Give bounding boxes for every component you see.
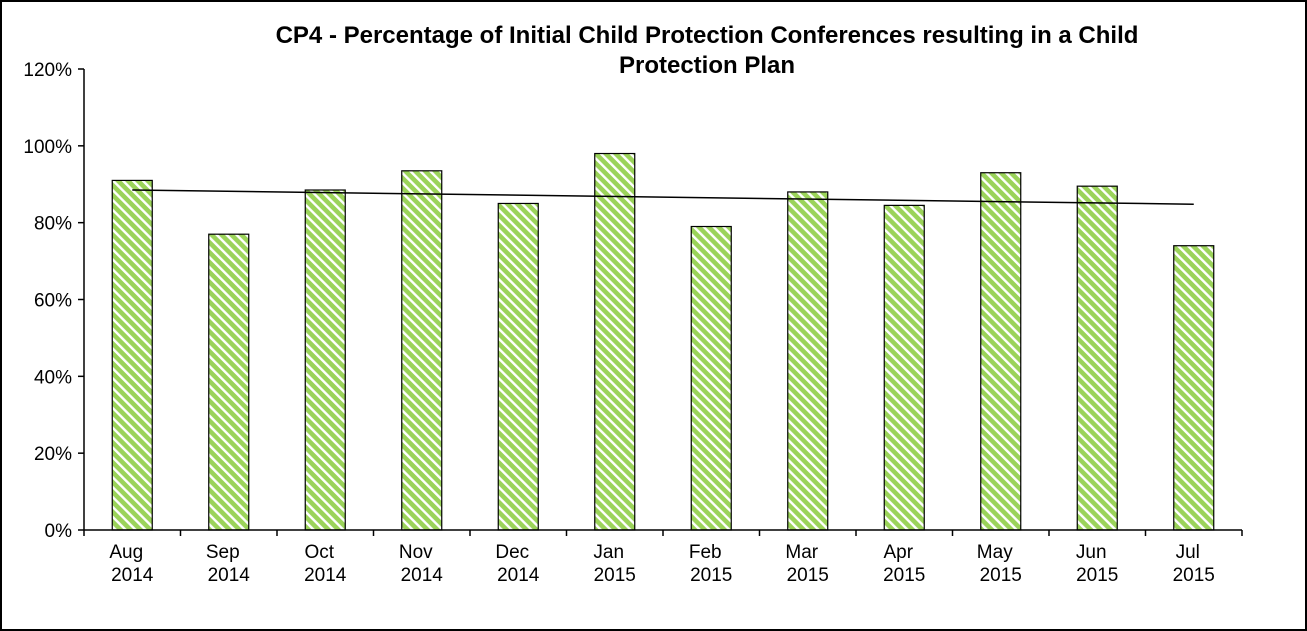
chart-title-line-1: CP4 - Percentage of Initial Child Protec… [276,22,1139,49]
x-tick-label: Aug 2014 [109,542,153,586]
bar [1076,185,1118,531]
x-tick-label-month: Mar [785,542,818,563]
x-tick-label: Nov 2014 [399,542,443,586]
x-tick-label-month: Aug [109,542,143,563]
x-tick-label-year: 2015 [787,565,829,586]
x-tick-label-year: 2015 [980,565,1022,586]
bar [690,225,732,531]
x-tick-label-year: 2014 [304,565,347,586]
bar [883,204,925,531]
trendline-line [132,189,1194,205]
bar [304,189,346,531]
bar [594,152,636,531]
x-tick-label-year: 2015 [594,565,636,586]
y-tick-label: 120% [23,60,72,81]
x-tick-label: Feb 2015 [689,542,733,586]
x-tick-label-year: 2015 [690,565,732,586]
x-tick-label: Jan 2015 [593,542,635,586]
bar [1173,245,1215,531]
x-tick-label-month: Jan [593,542,624,563]
bar [497,202,539,531]
x-tick-label: Oct 2014 [304,542,347,586]
x-tick-label-month: Sep [206,542,240,563]
trendline [132,189,1194,205]
x-tick-label-year: 2014 [401,565,444,586]
x-tick-label-year: 2015 [883,565,925,586]
x-tick-label-month: Jul [1176,542,1200,563]
x-tick-label: Jun 2015 [1076,542,1118,586]
bar [208,233,250,531]
y-tick-label: 0% [45,521,73,542]
x-tick-label-year: 2014 [111,565,154,586]
x-tick-label-month: Feb [689,542,722,563]
x-tick-label: Dec 2014 [495,542,539,586]
x-tick-label: Mar 2015 [785,542,829,586]
x-tick-label-year: 2014 [497,565,540,586]
x-tick-label-month: May [977,542,1013,563]
x-tick-label-year: 2015 [1173,565,1215,586]
bar [401,170,443,531]
y-tick-label: 60% [34,291,72,312]
x-tick-label-month: Oct [304,542,334,563]
x-tick-label: May 2015 [977,542,1022,586]
x-tick-label-month: Dec [495,542,529,563]
x-tick-label-month: Nov [399,542,433,563]
x-tick-label-month: Apr [883,542,913,563]
x-tick-label: Sep 2014 [206,542,250,586]
bar [980,172,1022,531]
bar [787,191,829,531]
bar [111,179,153,531]
bars [111,152,1215,531]
y-tick-label: 80% [34,214,72,235]
x-tick-label-year: 2014 [208,565,251,586]
y-tick-label: 20% [34,444,72,465]
x-tick-label: Apr 2015 [883,542,925,586]
x-tick-label: Jul 2015 [1173,542,1215,586]
x-tick-label-year: 2015 [1076,565,1118,586]
y-axis: 0% 20% 40% 60% 80% 100% 120% [23,60,85,542]
y-tick-label: 40% [34,367,72,388]
y-tick-label: 100% [23,137,72,158]
x-tick-label-month: Jun [1076,542,1107,563]
chart-title-line-2: Protection Plan [619,52,795,79]
